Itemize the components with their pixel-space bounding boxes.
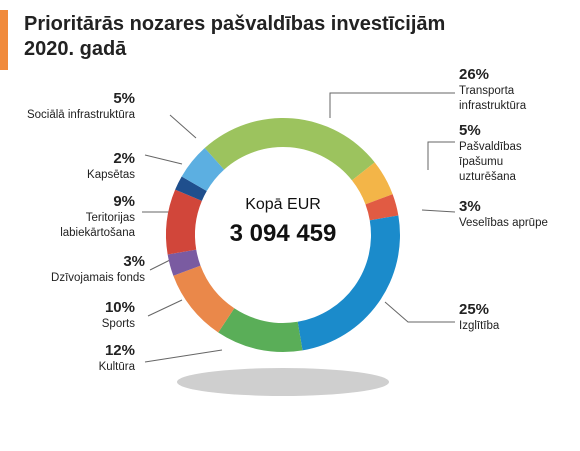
category-label: Veselības aprūpe — [459, 217, 548, 229]
leader-line — [147, 299, 183, 317]
value-label: 26% — [459, 66, 490, 83]
segment-label: 3% Dzīvojamais fonds — [25, 253, 145, 286]
leader-line — [329, 92, 455, 118]
segment-label: 25% Izglītība — [459, 301, 559, 334]
value-label: 10% — [104, 299, 135, 316]
donut-segment — [167, 249, 201, 276]
donut-segment — [351, 162, 393, 205]
accent-bar — [0, 10, 8, 70]
donut-segment — [181, 148, 225, 191]
shadow — [177, 368, 389, 396]
leader-lines — [142, 92, 456, 363]
segment-label: 2% Kapsētas — [45, 150, 135, 183]
segment-label: 26% Transporta infrastruktūra — [459, 66, 559, 114]
donut-segment — [204, 118, 375, 181]
segment-label: 5% Pašvaldības īpašumu uzturēšana — [459, 122, 549, 185]
segment-label: 5% Sociālā infrastruktūra — [25, 90, 135, 123]
category-label: Dzīvojamais fonds — [51, 272, 145, 284]
value-label: 3% — [123, 253, 145, 270]
center-total: 3 094 459 — [229, 220, 337, 247]
leader-line — [149, 259, 171, 271]
donut-segment — [175, 176, 207, 201]
segment-label: 12% Kultūra — [45, 342, 135, 375]
leader-line — [384, 301, 455, 323]
category-label: Izglītība — [459, 320, 500, 332]
leader-line — [144, 349, 223, 363]
segment-label: 9% Teritorijas labiekārtošana — [25, 193, 135, 241]
donut-segment — [218, 308, 303, 352]
value-label: 9% — [113, 193, 135, 210]
segment-label: 10% Sports — [45, 299, 135, 332]
segment-label: 3% Veselības aprūpe — [459, 198, 579, 231]
category-label: Transporta infrastruktūra — [459, 85, 527, 112]
leader-line — [169, 114, 197, 139]
chart-title: Prioritārās nozares pašvaldības investīc… — [24, 13, 446, 60]
value-label: 5% — [459, 122, 481, 139]
leader-line — [421, 209, 456, 213]
value-label: 2% — [113, 150, 135, 167]
value-label: 12% — [104, 342, 135, 359]
donut-segment — [165, 189, 202, 255]
category-label: Sports — [101, 318, 135, 330]
category-label: Teritorijas labiekārtošana — [60, 212, 135, 239]
donut-segment — [365, 194, 399, 221]
value-label: 25% — [459, 301, 490, 318]
value-label: 3% — [459, 198, 481, 215]
value-label: 5% — [113, 90, 135, 107]
center-label: Kopā EUR — [245, 196, 321, 213]
category-label: Pašvaldības īpašumu uzturēšana — [459, 141, 522, 183]
category-label: Sociālā infrastruktūra — [26, 109, 135, 121]
category-label: Kapsētas — [87, 169, 135, 181]
category-label: Kultūra — [98, 361, 135, 373]
donut-segment — [297, 215, 401, 351]
leader-line — [144, 154, 183, 165]
donut-segment — [173, 265, 235, 333]
leader-line — [427, 141, 455, 170]
